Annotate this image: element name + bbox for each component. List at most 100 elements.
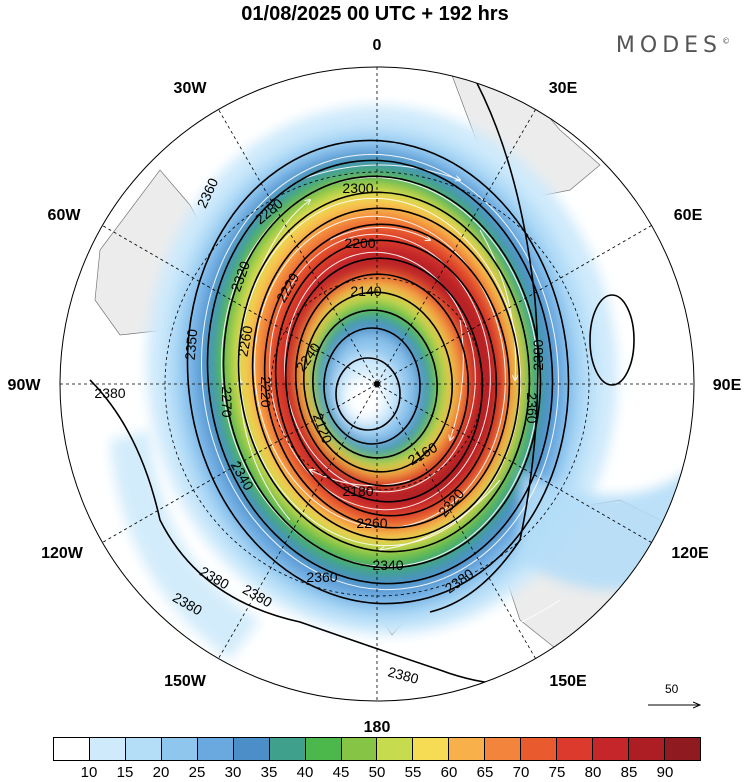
colorbar-swatch [233,738,270,760]
jet-southwest [110,430,260,660]
contour-2160 [312,309,438,459]
colorbar-tick-label: 35 [260,764,278,781]
streamline-arc-5 [249,200,310,301]
colorbar-tick-label: 40 [296,764,314,781]
lon-label-30w: 30W [174,80,208,97]
colorbar-swatch [557,738,594,760]
contour-label: 2380 [530,339,546,370]
contour-2180 [303,291,453,473]
lon-label-150w: 150W [164,673,207,690]
streamline-ring-2 [269,233,491,511]
streamline-arc-10 [430,599,561,650]
brand-name: MODES [615,33,722,58]
reference-vector-label: 50 [665,682,679,696]
brand-copyright-mark: © [722,36,730,46]
colorbar-swatch [125,738,162,760]
contour-label: 2360 [524,392,540,423]
colorbar-tick-label: 45 [332,764,350,781]
colorbar-tick-label: 85 [620,764,638,781]
lon-label-150e: 150E [549,673,587,690]
meridian-150e-30w [218,109,536,659]
streamline-arc-7 [450,319,464,440]
colorbar-tick-label: 75 [548,764,566,781]
contour-label: 2350 [182,328,201,361]
contour-label: 2380 [94,385,125,401]
colorbar-swatch [269,738,306,760]
colorbar-swatch [197,738,234,760]
meridian-120e-60w [102,225,652,543]
contour-label: 2200 [344,235,375,251]
contour-2240 [274,239,498,517]
contour-2300 [237,191,531,553]
contour-label: 2220 [258,376,274,407]
lon-label-30e: 30E [549,80,578,97]
contour-2200 [294,273,470,487]
meridian-30e-150w [218,109,536,659]
lon-label-180: 180 [364,719,391,735]
contour-2280 [251,207,521,541]
lon-label-90e: 90E [713,377,742,394]
colorbar-labels: 10 15 20 25 30 35 40 45 50 55 60 65 70 75 80 85 90 [53,764,701,782]
chart-title: 01/08/2025 00 UTC + 192 hrs [241,3,509,25]
contour-label: 2340 [372,557,403,573]
colorbar-tick-label: 80 [584,764,602,781]
contour-label: 2380 [386,663,420,687]
lon-label-60w: 60W [48,207,82,224]
contour-label: 2270 [219,386,235,417]
lon-label-120e: 120E [671,545,709,562]
colorbar-tick-label: 55 [404,764,422,781]
map-boundary [59,66,695,702]
colorbar-tick-label: 60 [440,764,458,781]
colorbar-swatch [485,738,522,760]
colorbar-swatch [54,738,90,760]
streamline-ring-4 [239,197,521,547]
pole-marker [374,381,380,387]
contour-label: 2260 [234,324,255,358]
contour-2320 [222,175,542,569]
contour-2260 [263,223,511,529]
graticule [60,67,694,701]
map-area [89,69,694,686]
brand-logo: MODES© [616,33,730,58]
colorbar-swatch [413,738,450,760]
colorbar-swatch [664,738,700,760]
lon-label-0: 0 [373,37,382,54]
contour-label: 2140 [350,283,381,299]
colorbar-tick-label: 50 [368,764,386,781]
streamline-arc-9 [599,199,642,370]
colorbar-swatch [377,738,414,760]
colorbar-tick-label: 65 [476,764,494,781]
colorbar-tick-label: 10 [80,764,98,781]
contour-2380-southwest [89,379,521,686]
colorbar-tick-label: 90 [656,764,674,781]
colorbar-swatch [161,738,198,760]
colorbar-swatch [449,738,486,760]
lon-label-120w: 120W [41,545,84,562]
longitude-labels: 0 30E 60E 90E 120E 150E 180 150W 120W 90… [8,37,742,735]
contour-2120 [335,357,401,431]
colorbar-tick-label: 30 [224,764,242,781]
lon-label-90w: 90W [8,377,42,394]
contour-2340 [206,159,554,585]
colorbar-swatch [89,738,126,760]
colorbar-tick-label: 70 [512,764,530,781]
colorbar-tick-label: 15 [116,764,134,781]
contour-2360-outer [186,139,570,605]
streamline-ring-6 [201,153,559,591]
streamline-arc-1 [299,164,460,180]
height-contours [89,69,635,686]
colorbar-swatch [305,738,342,760]
colorbar-swatch [629,738,665,760]
lon-label-60e: 60E [674,207,703,224]
contour-2140 [323,327,421,445]
contour-label: 2260 [356,515,387,531]
contour-2380-east [429,69,539,613]
contour-2380-closed [589,294,635,386]
polar-map: 0 30E 60E 90E 120E 150E 180 150W 120W 90… [8,37,742,735]
streamline-arc-2 [479,229,516,380]
colorbar-swatch [593,738,629,760]
colorbar-tick-label: 25 [188,764,206,781]
colorbar [53,737,701,761]
streamline-arc-3 [380,479,501,550]
contour-label: 2300 [342,180,373,196]
